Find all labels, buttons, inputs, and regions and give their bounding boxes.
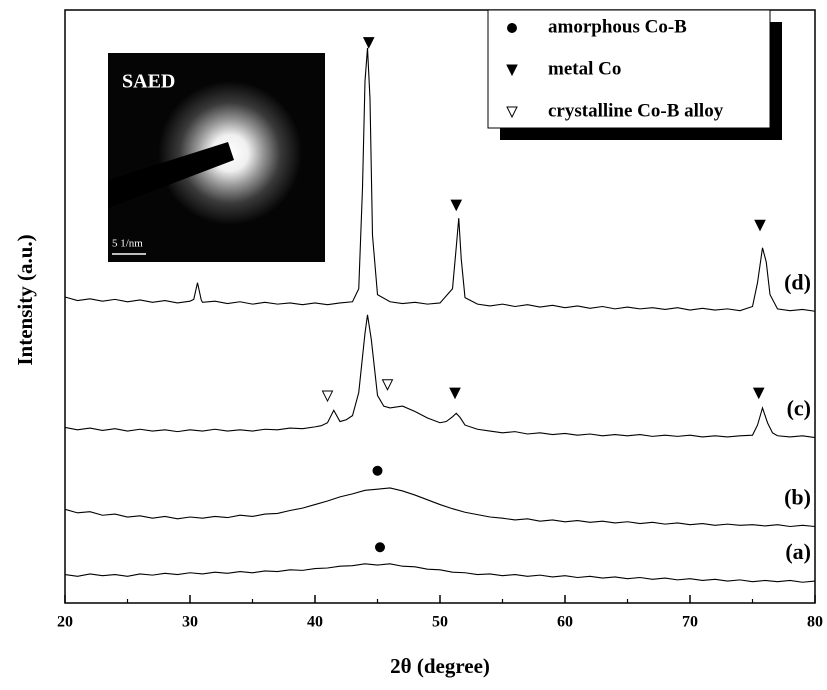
phase-marker	[323, 391, 333, 401]
series-line	[65, 315, 815, 438]
x-tick-label: 60	[557, 614, 573, 631]
x-axis-label: 2θ (degree)	[390, 654, 490, 678]
y-axis-label: Intensity (a.u.)	[13, 234, 37, 365]
legend-label: metal Co	[548, 58, 621, 79]
x-tick-label: 30	[182, 614, 198, 631]
x-tick-label: 80	[807, 614, 823, 631]
series-line	[65, 488, 815, 527]
phase-marker	[364, 38, 374, 48]
chart: SAED 5 1/nm 2θ (degree) Intensity (a.u.)…	[0, 0, 827, 685]
inset: SAED 5 1/nm	[108, 53, 325, 262]
x-tick-label: 40	[307, 614, 323, 631]
series-label: (c)	[787, 396, 811, 421]
phase-marker	[375, 542, 385, 552]
series-label: (d)	[784, 269, 811, 294]
series-label: (b)	[784, 485, 811, 510]
series-line	[65, 564, 815, 582]
page: SAED 5 1/nm 2θ (degree) Intensity (a.u.)…	[0, 0, 827, 690]
legend-label: crystalline Co-B alloy	[548, 100, 724, 121]
scale-label: 5 1/nm	[112, 238, 143, 250]
legend-label: amorphous Co-B	[548, 16, 687, 37]
phase-marker	[383, 380, 393, 390]
x-tick-label: 20	[57, 614, 73, 631]
series-label: (a)	[785, 539, 811, 564]
phase-marker	[755, 220, 765, 230]
x-tick-label: 70	[682, 614, 698, 631]
phase-marker	[450, 388, 460, 398]
phase-marker	[451, 200, 461, 210]
phase-marker	[373, 466, 383, 476]
legend-symbol	[507, 23, 517, 33]
x-tick-label: 50	[432, 614, 448, 631]
inset-title: SAED	[122, 71, 175, 93]
phase-marker	[754, 388, 764, 398]
